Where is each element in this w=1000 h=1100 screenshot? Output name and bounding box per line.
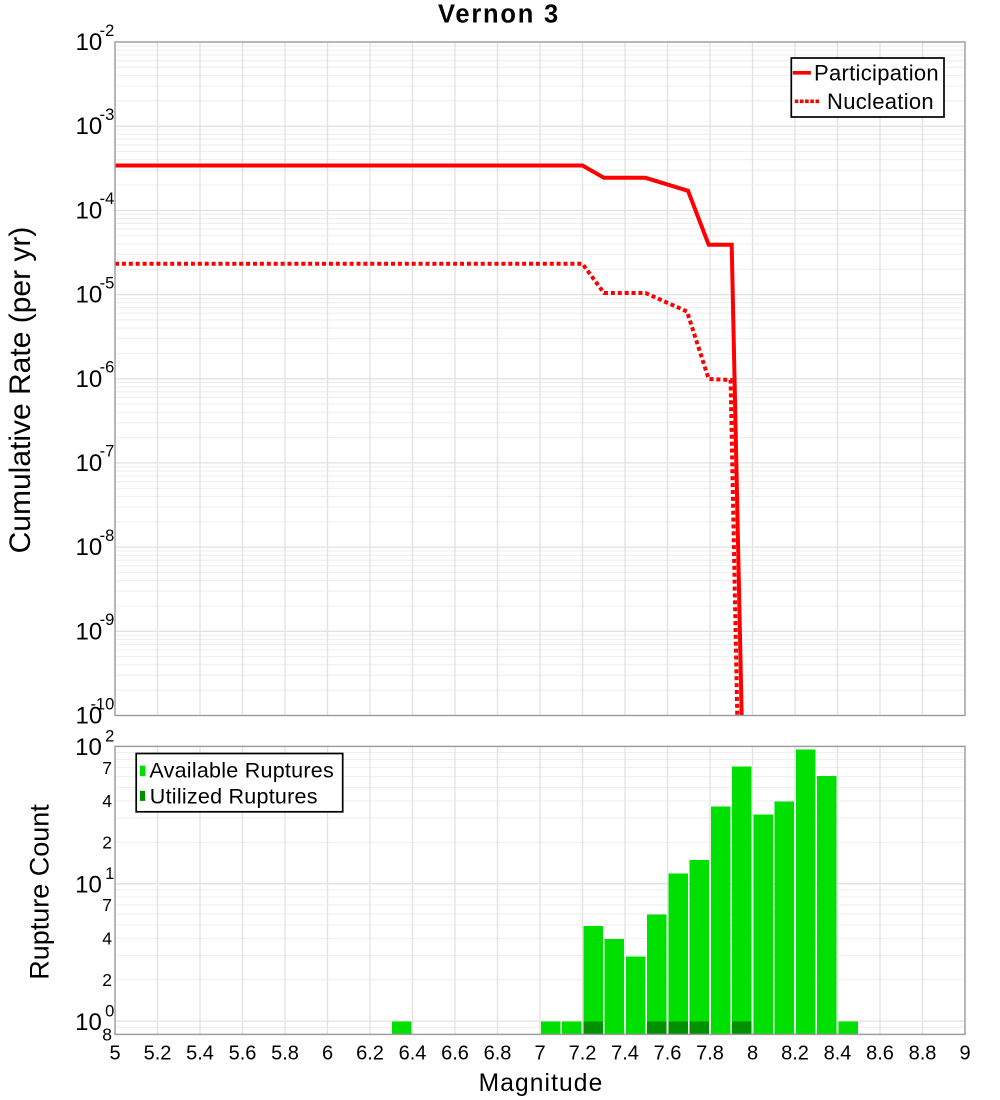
svg-text:7: 7 [102, 895, 112, 915]
svg-text:6.4: 6.4 [399, 1043, 427, 1065]
svg-text:5.2: 5.2 [144, 1043, 172, 1065]
svg-text:10: 10 [75, 282, 102, 309]
svg-text:8: 8 [747, 1043, 758, 1065]
svg-text:Available Ruptures: Available Ruptures [149, 759, 334, 783]
svg-text:1: 1 [105, 865, 114, 883]
svg-text:Vernon 3: Vernon 3 [438, 1, 560, 29]
svg-text:6.8: 6.8 [484, 1043, 512, 1065]
svg-text:7.4: 7.4 [611, 1043, 639, 1065]
svg-text:8.4: 8.4 [824, 1043, 852, 1065]
svg-text:-8: -8 [100, 527, 115, 545]
svg-text:6.2: 6.2 [356, 1043, 384, 1065]
svg-text:7.2: 7.2 [569, 1043, 597, 1065]
svg-text:-4: -4 [100, 190, 115, 208]
svg-text:10: 10 [75, 734, 102, 761]
svg-text:8.2: 8.2 [781, 1043, 809, 1065]
svg-text:8.6: 8.6 [866, 1043, 894, 1065]
svg-text:Rupture Count: Rupture Count [25, 804, 55, 980]
svg-text:Magnitude: Magnitude [479, 1070, 604, 1097]
svg-text:8.8: 8.8 [909, 1043, 937, 1065]
svg-text:7.8: 7.8 [696, 1043, 724, 1065]
svg-text:7: 7 [102, 758, 112, 778]
svg-text:Utilized Ruptures: Utilized Ruptures [150, 784, 318, 808]
svg-text:6.6: 6.6 [441, 1043, 469, 1065]
svg-text:6: 6 [322, 1043, 333, 1065]
svg-text:-9: -9 [100, 611, 115, 629]
svg-text:7: 7 [534, 1043, 545, 1065]
svg-text:10: 10 [75, 872, 102, 899]
svg-text:10: 10 [75, 197, 102, 224]
svg-text:-10: -10 [90, 695, 114, 713]
svg-text:10: 10 [75, 366, 102, 393]
svg-text:0: 0 [105, 1002, 114, 1020]
svg-text:2: 2 [102, 970, 112, 990]
svg-text:-2: -2 [100, 22, 115, 40]
svg-text:-7: -7 [100, 443, 115, 461]
svg-text:10: 10 [75, 1009, 102, 1036]
svg-text:2: 2 [102, 833, 112, 853]
svg-text:10: 10 [75, 534, 102, 561]
svg-text:-6: -6 [100, 359, 115, 377]
svg-text:5.6: 5.6 [229, 1043, 257, 1065]
svg-text:Participation: Participation [814, 60, 939, 85]
svg-text:5.8: 5.8 [271, 1043, 299, 1065]
svg-text:4: 4 [102, 929, 112, 949]
svg-text:Cumulative Rate (per yr): Cumulative Rate (per yr) [4, 227, 37, 554]
svg-text:10: 10 [75, 113, 102, 140]
svg-text:-5: -5 [100, 274, 115, 292]
svg-text:Nucleation: Nucleation [827, 89, 934, 114]
svg-text:10: 10 [75, 703, 102, 730]
svg-text:9: 9 [959, 1043, 970, 1065]
svg-text:2: 2 [105, 727, 114, 745]
svg-text:-3: -3 [100, 106, 115, 124]
svg-text:7.6: 7.6 [654, 1043, 682, 1065]
svg-text:10: 10 [75, 29, 102, 56]
svg-text:10: 10 [75, 618, 102, 645]
svg-text:5.4: 5.4 [186, 1043, 214, 1065]
svg-text:8: 8 [102, 1025, 112, 1045]
svg-text:5: 5 [109, 1043, 120, 1065]
svg-text:10: 10 [75, 450, 102, 477]
svg-text:4: 4 [102, 791, 112, 811]
